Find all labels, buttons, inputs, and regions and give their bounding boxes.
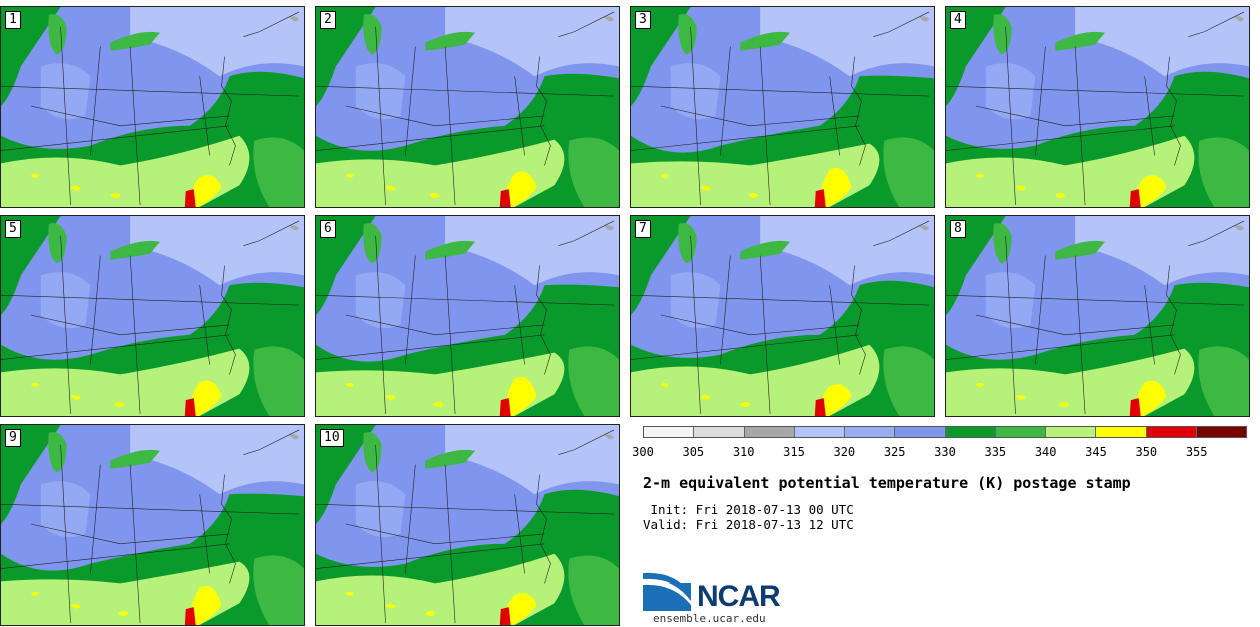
colorbar-tick-label: 315	[783, 445, 805, 459]
colorbar-swatch	[744, 427, 795, 437]
colorbar-tick-label: 310	[732, 445, 755, 459]
colorbar-tick-label: 345	[1085, 445, 1107, 459]
colorbar-tick-label: 350	[1135, 445, 1158, 459]
member-number-label: 5	[5, 220, 21, 238]
colorbar-tick-label: 325	[883, 445, 906, 459]
colorbar-swatch	[995, 427, 1046, 437]
colorbar-swatch	[845, 427, 896, 437]
colorbar-tick-label: 335	[984, 445, 1007, 459]
map-panel: 5	[0, 215, 305, 417]
init-time: Init: Fri 2018-07-13 00 UTC	[643, 502, 854, 517]
figure-title: 2-m equivalent potential temperature (K)…	[643, 474, 1131, 492]
colorbar-tick-label: 330	[934, 445, 956, 459]
map-panel: 4	[945, 6, 1250, 208]
colorbar-swatch	[945, 427, 996, 437]
member-number-label: 1	[5, 11, 21, 29]
website-url: ensemble.ucar.edu	[653, 612, 766, 625]
colorbar-swatch	[694, 427, 745, 437]
map-panel: 6	[315, 215, 620, 417]
colorbar-swatch	[1096, 427, 1147, 437]
member-number-label: 4	[950, 11, 966, 29]
member-number-label: 10	[320, 429, 344, 447]
map-panel: 1	[0, 6, 305, 208]
member-number-label: 6	[320, 220, 336, 238]
colorbar-tick-label: 305	[682, 445, 705, 459]
member-number-label: 3	[635, 11, 651, 29]
colorbar-swatch	[1196, 427, 1246, 437]
member-number-label: 7	[635, 220, 651, 238]
colorbar-swatch	[895, 427, 946, 437]
map-panel: 9	[0, 424, 305, 626]
colorbar-tick-label: 355	[1185, 445, 1208, 459]
ncar-logo-icon	[643, 572, 691, 611]
colorbar-swatch	[1046, 427, 1097, 437]
colorbar-swatch	[644, 427, 695, 437]
colorbar-swatch	[794, 427, 845, 437]
member-number-label: 9	[5, 429, 21, 447]
colorbar-tick-label: 340	[1034, 445, 1057, 459]
colorbar-tick-label: 300	[632, 445, 654, 459]
colorbar	[643, 426, 1247, 438]
map-panel: 10	[315, 424, 620, 626]
member-number-label: 2	[320, 11, 336, 29]
colorbar-swatch	[1146, 427, 1197, 437]
colorbar-tick-label: 320	[833, 445, 856, 459]
member-number-label: 8	[950, 220, 966, 238]
map-panel: 7	[630, 215, 935, 417]
ncar-logo-text: NCAR	[697, 580, 781, 613]
map-panel: 2	[315, 6, 620, 208]
map-panel: 3	[630, 6, 935, 208]
map-panel: 8	[945, 215, 1250, 417]
valid-time: Valid: Fri 2018-07-13 12 UTC	[643, 517, 854, 532]
